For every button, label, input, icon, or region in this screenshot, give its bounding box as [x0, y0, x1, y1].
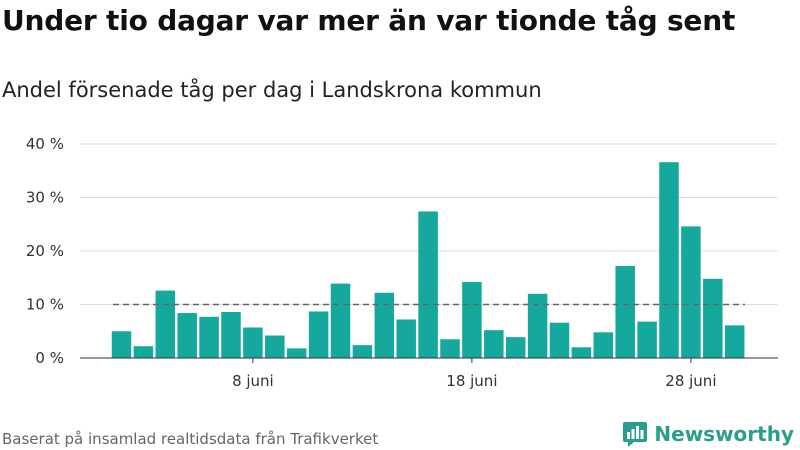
bar [177, 313, 197, 358]
bar [243, 327, 263, 358]
bar [659, 162, 679, 358]
y-tick-label: 10 % [26, 296, 64, 314]
bar [571, 347, 592, 358]
chart-subtitle: Andel försenade tåg per dag i Landskrona… [2, 78, 542, 102]
bar [615, 265, 635, 358]
y-tick-label: 20 % [26, 242, 64, 260]
y-tick-label: 0 % [35, 349, 64, 367]
bar [505, 337, 526, 358]
bar [418, 211, 438, 358]
y-axis-labels: 0 % 10 % 20 % 30 % 40 % [26, 135, 64, 367]
bar [374, 292, 395, 358]
bar [111, 331, 132, 358]
newsworthy-logo-icon [623, 422, 648, 447]
bar [527, 293, 548, 358]
bar [330, 283, 351, 358]
bar [199, 316, 219, 358]
bar [308, 311, 329, 358]
brand-logo[interactable]: Newsworthy [622, 419, 794, 449]
x-axis [80, 357, 778, 363]
bar [724, 325, 745, 358]
bar [440, 339, 460, 358]
x-tick-label: 8 juni [232, 372, 274, 390]
bar [703, 278, 723, 358]
bar [396, 319, 416, 358]
bar [155, 290, 176, 358]
source-note: Baserat på insamlad realtidsdata från Tr… [2, 430, 379, 448]
bar [681, 226, 701, 358]
x-axis-labels: 8 juni 18 juni 28 juni [232, 372, 716, 390]
bar [286, 348, 307, 358]
y-tick-label: 30 % [26, 189, 64, 207]
bar-chart: 0 % 10 % 20 % 30 % 40 % 8 juni 18 juni 28 juni [26, 135, 778, 390]
bar [133, 346, 154, 358]
bar [462, 282, 482, 358]
y-tick-label: 40 % [26, 135, 64, 153]
bars [111, 162, 745, 358]
bar [221, 311, 241, 358]
x-tick-label: 18 juni [446, 372, 497, 390]
bar [352, 345, 373, 358]
bar [484, 330, 504, 358]
bar [637, 321, 657, 358]
bar [593, 332, 614, 358]
bar [549, 322, 570, 358]
brand-name: Newsworthy [654, 422, 794, 446]
x-tick-label: 28 juni [665, 372, 716, 390]
chart-title: Under tio dagar var mer än var tionde tå… [2, 4, 736, 37]
bar [265, 335, 285, 358]
